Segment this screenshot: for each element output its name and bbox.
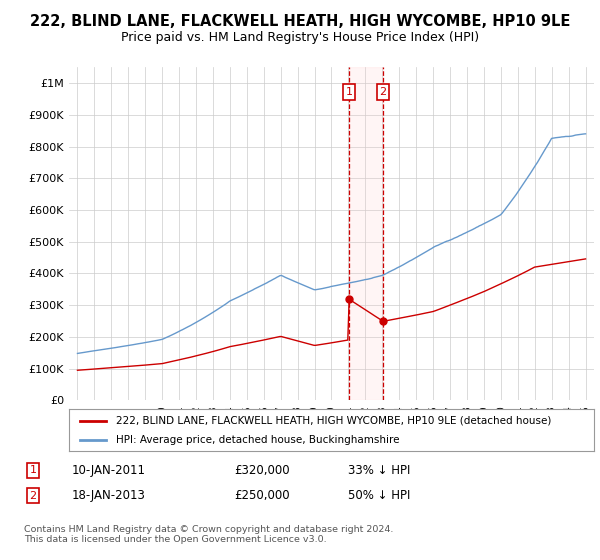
Text: 222, BLIND LANE, FLACKWELL HEATH, HIGH WYCOMBE, HP10 9LE: 222, BLIND LANE, FLACKWELL HEATH, HIGH W… xyxy=(30,14,570,29)
Text: HPI: Average price, detached house, Buckinghamshire: HPI: Average price, detached house, Buck… xyxy=(116,435,400,445)
Text: 2: 2 xyxy=(29,491,37,501)
Text: 10-JAN-2011: 10-JAN-2011 xyxy=(72,464,146,477)
Text: 33% ↓ HPI: 33% ↓ HPI xyxy=(348,464,410,477)
Text: £250,000: £250,000 xyxy=(234,489,290,502)
Bar xyxy=(349,67,383,400)
Text: Contains HM Land Registry data © Crown copyright and database right 2024.
This d: Contains HM Land Registry data © Crown c… xyxy=(24,525,394,544)
Text: 50% ↓ HPI: 50% ↓ HPI xyxy=(348,489,410,502)
Text: 1: 1 xyxy=(346,87,352,97)
Text: 2: 2 xyxy=(380,87,387,97)
Text: 222, BLIND LANE, FLACKWELL HEATH, HIGH WYCOMBE, HP10 9LE (detached house): 222, BLIND LANE, FLACKWELL HEATH, HIGH W… xyxy=(116,416,551,426)
Text: 18-JAN-2013: 18-JAN-2013 xyxy=(72,489,146,502)
Text: £320,000: £320,000 xyxy=(234,464,290,477)
Text: Price paid vs. HM Land Registry's House Price Index (HPI): Price paid vs. HM Land Registry's House … xyxy=(121,31,479,44)
Text: 1: 1 xyxy=(29,465,37,475)
